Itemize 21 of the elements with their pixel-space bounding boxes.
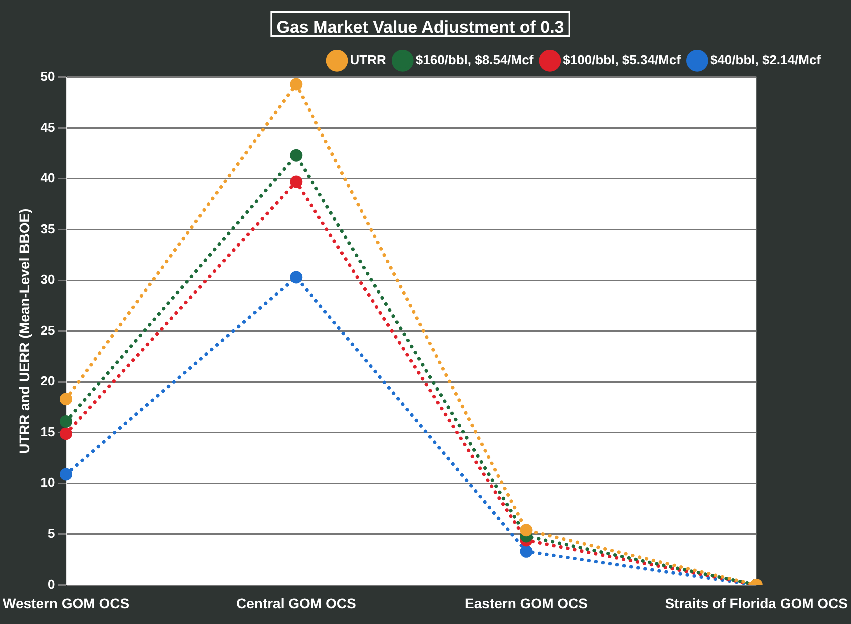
x-tick-label: Straits of Florida GOM OCS [665, 595, 848, 612]
y-tick-label: 0 [48, 576, 56, 592]
x-tick-label: Eastern GOM OCS [465, 595, 588, 612]
y-tick-label: 30 [40, 272, 56, 288]
y-tick-label: 10 [40, 475, 56, 490]
legend-label: $100/bbl, $5.34/Mcf [563, 52, 682, 68]
y-tick-label: 40 [40, 170, 56, 186]
legend-label: $40/bbl, $2.14/Mcf [710, 52, 822, 68]
legend-label: $160/bbl, $8.54/Mcf [416, 52, 534, 68]
y-tick-label: 15 [40, 424, 56, 440]
y-tick-label: 45 [40, 120, 56, 135]
y-tick-label: 50 [40, 68, 56, 84]
y-axis-title: UTRR and UERR (Mean-Level BBOE) [16, 208, 32, 454]
y-tick-label: 25 [40, 322, 56, 338]
legend-label: UTRR [350, 52, 387, 68]
y-tick-label: 35 [40, 221, 56, 236]
y-tick-label: 5 [48, 526, 56, 541]
chart-title: Gas Market Value Adjustment of 0.3 [276, 18, 564, 37]
x-tick-label: Western GOM OCS [2, 595, 130, 612]
y-tick-label: 20 [40, 374, 56, 389]
x-tick-label: Central GOM OCS [236, 595, 356, 612]
